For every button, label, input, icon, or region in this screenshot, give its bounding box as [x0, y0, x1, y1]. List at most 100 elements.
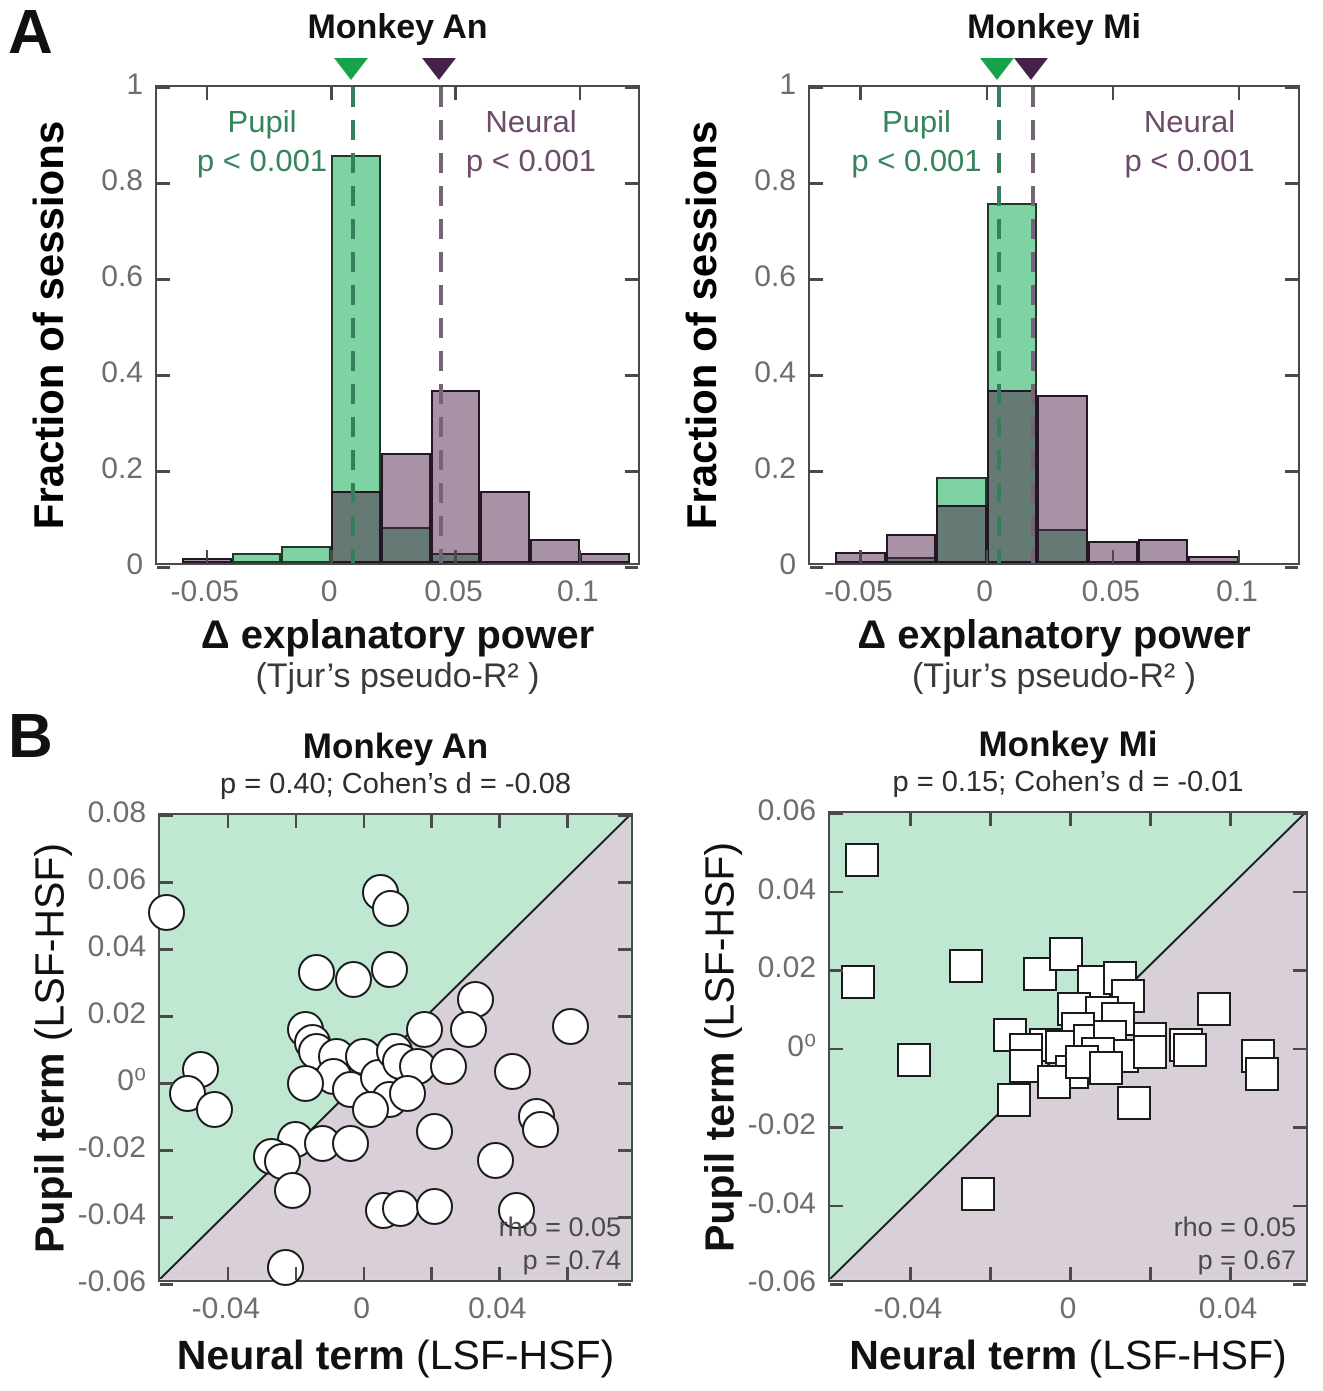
y-tick [830, 1283, 843, 1286]
y-tick-right [625, 278, 638, 281]
y-tick-right [618, 1015, 631, 1018]
x-tick-label: -0.04 [873, 1292, 943, 1325]
hist-bar-neural [480, 491, 531, 563]
x-tick [566, 1267, 569, 1280]
x-tick-label: -0.04 [191, 1292, 261, 1325]
x-tick-top [498, 815, 501, 828]
y-tick-label: 1 [126, 68, 143, 101]
histogram-monkey-an: Pupil p < 0.001 Neural p < 0.001 Monkey An -0… [25, 8, 640, 695]
x-axis-label: Neural term (LSF-HSF) [828, 1332, 1308, 1379]
neural-mean-marker-icon [1014, 58, 1049, 80]
y-tick-label: 0.2 [754, 452, 796, 485]
y-tick [830, 1047, 843, 1050]
histogram-monkey-mi: Pupil p < 0.001 Neural p < 0.001 Monkey Mi -0… [678, 8, 1300, 695]
scatter-point [497, 1191, 535, 1229]
y-tick-label: 0.06 [757, 794, 816, 827]
y-tick [160, 1283, 173, 1286]
y-tick-right [1285, 470, 1298, 473]
y-tick [810, 374, 823, 377]
y-tick-right [618, 1216, 631, 1219]
x-tick-label: 0.05 [424, 575, 483, 608]
x-tick-label: 0 [353, 1292, 370, 1325]
pupil-annotation-name: Pupil [227, 104, 297, 139]
y-tick-label: 0.2 [101, 452, 143, 485]
scatter-point [287, 1064, 325, 1102]
y-tick-right [618, 881, 631, 884]
y-tick-right [625, 566, 638, 569]
scatter-point [521, 1111, 559, 1149]
scatter-point [494, 1052, 532, 1090]
x-tick-label: 0 [320, 575, 338, 608]
x-tick [985, 550, 989, 563]
x-tick [362, 1267, 366, 1280]
plot-frame: rho = 0.05 p = 0.67 [828, 811, 1308, 1286]
plot-title: Monkey Mi [978, 725, 1158, 764]
hist-bar-neural [1188, 555, 1239, 563]
pupil-mean-dashed-line [351, 87, 356, 563]
y-tick-label: 0⁰ [787, 1029, 816, 1063]
scatter-point [450, 1010, 488, 1048]
scatter-point [1173, 1033, 1207, 1068]
neural-annotation-p: p < 0.001 [1124, 142, 1255, 178]
y-tick-label: 0.04 [757, 872, 816, 906]
y-tick-label: 0.02 [87, 997, 146, 1030]
y-tick-right [1285, 374, 1298, 377]
y-tick-label: 0 [126, 548, 143, 581]
x-axis-label: Neural term (LSF-HSF) [158, 1332, 633, 1379]
scatter-point [997, 1082, 1031, 1117]
y-tick-right [618, 1149, 631, 1152]
p-value: p = 0.74 [522, 1244, 621, 1275]
x-tick [205, 550, 209, 563]
plot-subtitle: p = 0.40; Cohen’s d = -0.08 [220, 768, 571, 800]
scatter-point [372, 890, 410, 928]
scatter-point [897, 1043, 931, 1078]
x-tick-top [1237, 87, 1241, 100]
x-tick-label: 0.1 [1216, 575, 1258, 608]
panel-a-label: A [8, 0, 53, 67]
y-tick [830, 1126, 843, 1129]
scatter-point [477, 1141, 515, 1179]
y-tick-right [1293, 1204, 1306, 1207]
x-tick-top [330, 87, 333, 100]
neural-mean-marker-icon [421, 58, 456, 80]
pupil-mean-marker-icon [334, 58, 369, 80]
y-tick [830, 1204, 843, 1207]
x-tick-top [362, 815, 366, 828]
x-axis-label: Δ explanatory power [200, 613, 595, 657]
x-tick-top [1229, 813, 1232, 826]
x-tick-label: -0.05 [170, 575, 239, 608]
y-tick-label: 0.4 [754, 356, 796, 389]
x-tick [1149, 1267, 1152, 1280]
y-tick-right [1293, 969, 1306, 972]
scatter-point [334, 960, 372, 998]
neural-annotation-p: p < 0.001 [465, 142, 597, 178]
y-tick-right [1285, 182, 1298, 185]
x-tick-top [294, 815, 298, 828]
x-tick-top [859, 87, 862, 100]
neural-mean-dashed-line [438, 87, 443, 563]
y-axis-label-bold: Pupil term [26, 1052, 73, 1253]
correlation-annotation: rho = 0.05 p = 0.74 [499, 1211, 621, 1276]
x-tick [578, 550, 582, 563]
y-tick-label: -0.06 [747, 1265, 816, 1298]
y-tick-right [1293, 1283, 1306, 1286]
pupil-mean-dashed-line [997, 87, 1002, 563]
y-tick [160, 1149, 173, 1152]
y-tick-right [618, 814, 631, 817]
y-tick [160, 881, 173, 884]
rho-value: rho = 0.05 [1173, 1212, 1296, 1243]
pupil-mean-marker-icon [980, 58, 1015, 80]
hist-bar-neural [1037, 395, 1088, 563]
plot-area [810, 87, 1298, 563]
y-axis-label: Pupil term (LSF-HSF) [27, 842, 74, 1252]
y-tick-right [1293, 890, 1306, 893]
y-tick [157, 470, 170, 473]
scatter-point [297, 953, 335, 991]
x-axis-label-bold: Neural term [849, 1332, 1078, 1378]
y-tick-right [1285, 278, 1298, 281]
x-tick [498, 1267, 501, 1280]
scatter-monkey-mi: rho = 0.05 p = 0.67 Monkey Mi p = 0.15; Coh… [697, 725, 1308, 1378]
y-tick-label: 1 [779, 68, 796, 101]
y-tick-label: -0.04 [77, 1198, 146, 1231]
pupil-annotation: Pupil p < 0.001 [814, 103, 1019, 181]
